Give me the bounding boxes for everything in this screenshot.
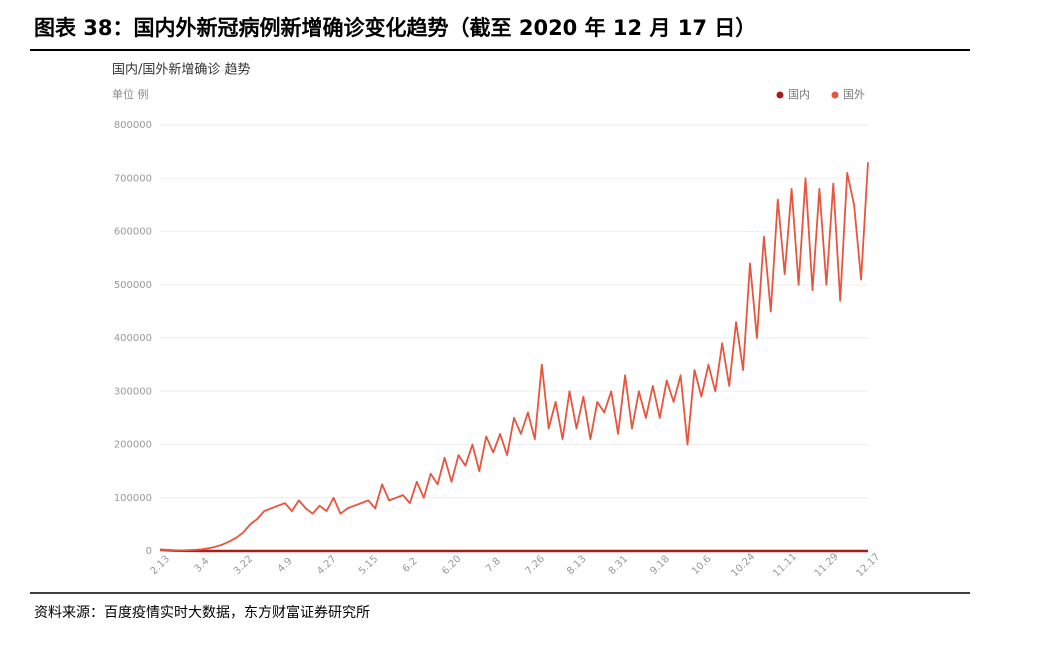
y-tick-label: 400000 xyxy=(114,333,152,344)
x-tick-label: 11.11 xyxy=(771,551,799,579)
x-tick-label: 4.27 xyxy=(315,554,339,578)
x-tick-label: 8.13 xyxy=(565,554,589,578)
y-tick-label: 0 xyxy=(146,546,152,557)
x-tick-label: 8.31 xyxy=(607,554,631,578)
x-tick-label: 9.18 xyxy=(648,554,672,578)
y-tick-label: 300000 xyxy=(114,386,152,397)
y-tick-label: 700000 xyxy=(114,173,152,184)
x-tick-label: 3.22 xyxy=(232,554,256,578)
legend-swatch xyxy=(776,91,784,99)
x-tick-label: 7.8 xyxy=(484,556,503,575)
x-tick-label: 4.9 xyxy=(276,556,295,575)
y-tick-label: 100000 xyxy=(114,493,152,504)
x-tick-label: 6.20 xyxy=(440,554,464,578)
x-tick-label: 10.6 xyxy=(690,554,714,578)
legend-swatch xyxy=(831,91,839,99)
legend-label: 国内 xyxy=(788,87,810,101)
legend-label: 国外 xyxy=(843,88,865,101)
y-tick-label: 500000 xyxy=(114,280,152,291)
y-tick-label: 800000 xyxy=(114,120,152,131)
x-tick-label: 3.4 xyxy=(192,556,211,575)
x-tick-label: 11.29 xyxy=(813,551,841,579)
x-tick-label: 12.17 xyxy=(854,551,882,579)
x-tick-label: 6.2 xyxy=(401,556,420,575)
line-series xyxy=(159,162,869,552)
source-note: 资料来源：百度疫情实时大数据，东方财富证券研究所 xyxy=(34,604,370,621)
x-tick-label: 5.15 xyxy=(357,554,381,578)
line-series xyxy=(159,548,868,553)
x-tick-label: 10.24 xyxy=(729,551,757,579)
x-tick-label: 2.13 xyxy=(149,554,173,578)
figure-title: 图表 38：国内外新冠病例新增确诊变化趋势（截至 2020 年 12 月 17 … xyxy=(34,16,756,40)
y-tick-label: 200000 xyxy=(114,440,152,451)
chart-title: 国内/国外新增确诊 趋势 xyxy=(112,62,251,78)
y-unit: 单位 例 xyxy=(112,87,149,101)
x-tick-label: 7.26 xyxy=(523,554,547,578)
y-tick-label: 600000 xyxy=(114,227,152,238)
